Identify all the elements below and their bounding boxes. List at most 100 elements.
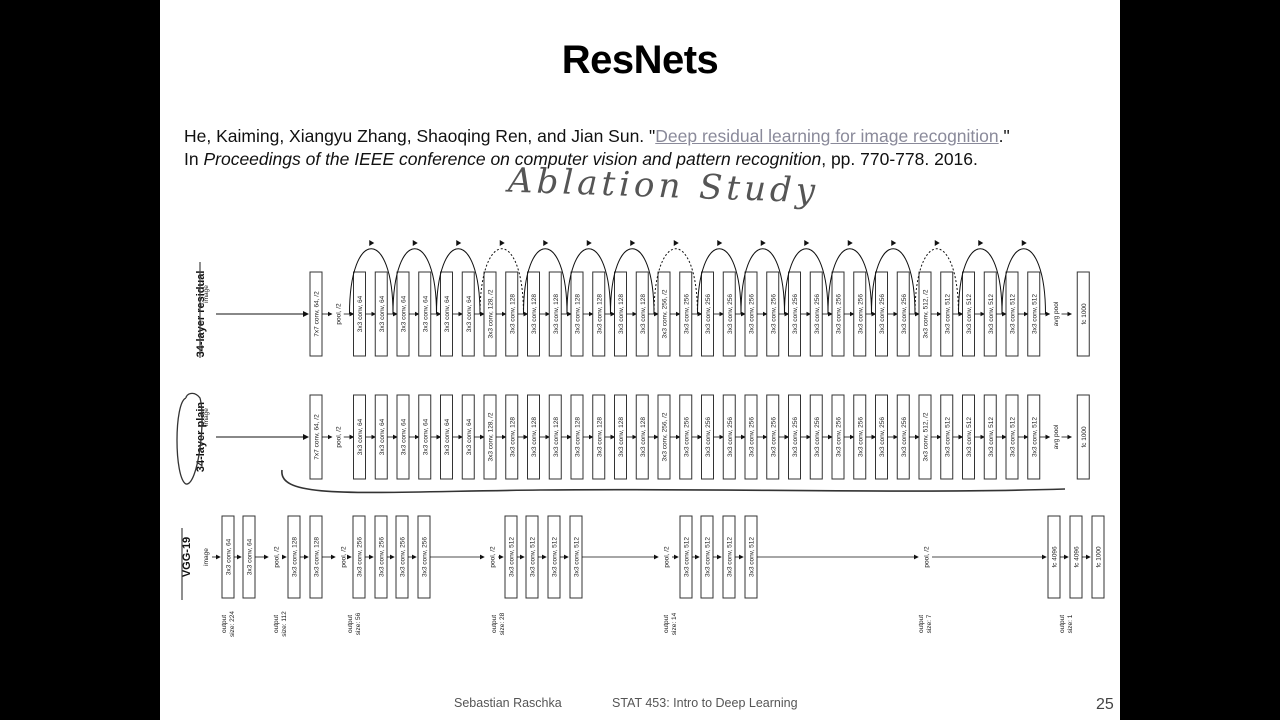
shortcut-connection	[479, 248, 524, 315]
shortcut-connection	[1001, 248, 1046, 315]
layer-label: 3x3 conv, 256	[683, 417, 690, 457]
output-size-label: output	[1059, 615, 1066, 633]
layer-label: 3x3 conv, 128	[553, 294, 560, 334]
citation-line-2: In Proceedings of the IEEE conference on…	[184, 149, 978, 170]
layer-label: fc 4096	[1052, 546, 1059, 568]
page-number: 25	[1096, 696, 1114, 713]
layer-label: 3x3 conv, 256	[901, 417, 908, 457]
shortcut-arrowhead	[543, 240, 549, 246]
layer-label: 3x3 conv, 256	[814, 417, 821, 457]
layer-label: fc 1000	[1081, 303, 1088, 325]
layer-label: 3x3 conv, 64	[422, 418, 429, 455]
layer-label: avg pool	[1053, 424, 1060, 449]
layer-label: 3x3 conv, 256	[814, 294, 821, 334]
output-size-label: size: 7	[926, 614, 933, 633]
shortcut-connection	[697, 248, 742, 315]
shortcut-arrowhead	[891, 240, 897, 246]
output-size-label: output	[491, 615, 498, 633]
layer-label: 3x3 conv, 64	[379, 418, 386, 455]
layer-label: 3x3 conv, 512	[988, 417, 995, 457]
layer-label: 3x3 conv, 64	[247, 538, 254, 575]
shortcut-connection	[827, 248, 872, 315]
output-size-label: size: 14	[671, 612, 678, 635]
layer-label: 3x3 conv, 64	[466, 418, 473, 455]
layer-label: 3x3 conv, 128	[531, 294, 538, 334]
shortcut-arrowhead	[978, 240, 984, 246]
layer-label: 3x3 conv, 256, /2	[662, 289, 669, 338]
shortcut-connection	[871, 248, 916, 315]
layer-label: 7x7 conv, 64, /2	[314, 414, 321, 460]
layer-label: 3x3 conv, 512	[1010, 294, 1017, 334]
layer-label: 3x3 conv, 128	[596, 294, 603, 334]
layer-label: 3x3 conv, 64	[357, 418, 364, 455]
layer-label: 3x3 conv, 128	[618, 417, 625, 457]
layer-label: pool, /2	[274, 546, 281, 568]
layer-label: 3x3 conv, 256	[857, 417, 864, 457]
layer-label: 3x3 conv, 128	[596, 417, 603, 457]
layer-label: 3x3 conv, 128	[314, 537, 321, 577]
layer-label: 3x3 conv, 256	[749, 294, 756, 334]
layer-label: 3x3 conv, 64	[401, 295, 408, 332]
shortcut-arrowhead	[499, 240, 505, 246]
layer-label: pool, /2	[664, 546, 671, 568]
layer-label: 3x3 conv, 256, /2	[662, 412, 669, 461]
layer-label: 3x3 conv, 64	[226, 538, 233, 575]
layer-label: 3x3 conv, 128	[640, 417, 647, 457]
layer-label: 3x3 conv, 256	[727, 294, 734, 334]
layer-box	[1091, 515, 1105, 599]
footer-author: Sebastian Raschka	[454, 696, 562, 710]
layer-label: 3x3 conv, 512	[509, 537, 516, 577]
shortcut-arrowhead	[1021, 240, 1027, 246]
layer-label: 3x3 conv, 512	[944, 294, 951, 334]
layer-label: 3x3 conv, 128	[640, 294, 647, 334]
layer-label: 3x3 conv, 64	[357, 295, 364, 332]
shortcut-connection	[523, 248, 568, 315]
shortcut-connection	[349, 248, 394, 315]
layer-label: pool, /2	[924, 546, 931, 568]
output-size-label: output	[273, 615, 280, 633]
layer-label: 3x3 conv, 256	[400, 537, 407, 577]
layer-label: pool, /2	[490, 546, 497, 568]
row-label: VGG-19	[181, 537, 193, 577]
layer-label: 3x3 conv, 256	[770, 294, 777, 334]
layer-label: 3x3 conv, 128	[553, 417, 560, 457]
layer-label: 3x3 conv, 128	[509, 417, 516, 457]
shortcut-arrowhead	[630, 240, 636, 246]
layer-label: 3x3 conv, 256	[379, 537, 386, 577]
layer-label: 3x3 conv, 256	[705, 417, 712, 457]
layer-label: 3x3 conv, 128	[531, 417, 538, 457]
output-size-label: output	[918, 615, 925, 633]
shortcut-connection	[740, 248, 785, 315]
output-size-label: output	[347, 615, 354, 633]
layer-label: 3x3 conv, 256	[705, 294, 712, 334]
slide: ResNets He, Kaiming, Xiangyu Zhang, Shao…	[160, 0, 1120, 720]
shortcut-connection	[653, 248, 698, 315]
shortcut-connection	[914, 248, 959, 315]
layer-label: 3x3 conv, 512	[727, 537, 734, 577]
layer-label: 3x3 conv, 256	[836, 294, 843, 334]
layer-label: 3x3 conv, 64	[422, 295, 429, 332]
layer-label: pool, /2	[335, 303, 342, 325]
citation-line-1: He, Kaiming, Xiangyu Zhang, Shaoqing Ren…	[184, 126, 1010, 147]
output-size-label: size: 28	[499, 612, 506, 635]
layer-label: 3x3 conv, 256	[357, 537, 364, 577]
layer-label: 3x3 conv, 512, /2	[923, 289, 930, 338]
layer-box	[1076, 271, 1090, 357]
shortcut-arrowhead	[847, 240, 853, 246]
shortcut-arrowhead	[760, 240, 766, 246]
layer-label: 3x3 conv, 256	[879, 417, 886, 457]
shortcut-arrowhead	[673, 240, 679, 246]
layer-label: 3x3 conv, 512	[530, 537, 537, 577]
layer-label: 3x3 conv, 256	[857, 294, 864, 334]
layer-label: 3x3 conv, 512	[749, 537, 756, 577]
shortcut-arrowhead	[412, 240, 418, 246]
output-size-label: size: 224	[229, 611, 236, 637]
layer-label: fc 4096	[1074, 546, 1081, 568]
row-label: 34-layer residual	[195, 271, 207, 358]
shortcut-arrowhead	[586, 240, 592, 246]
layer-box	[1076, 394, 1090, 480]
layer-label: 3x3 conv, 512	[1031, 294, 1038, 334]
paper-title-link[interactable]: Deep residual learning for image recogni…	[655, 126, 999, 146]
layer-label: 3x3 conv, 128, /2	[488, 412, 495, 461]
layer-label: 3x3 conv, 512	[705, 537, 712, 577]
